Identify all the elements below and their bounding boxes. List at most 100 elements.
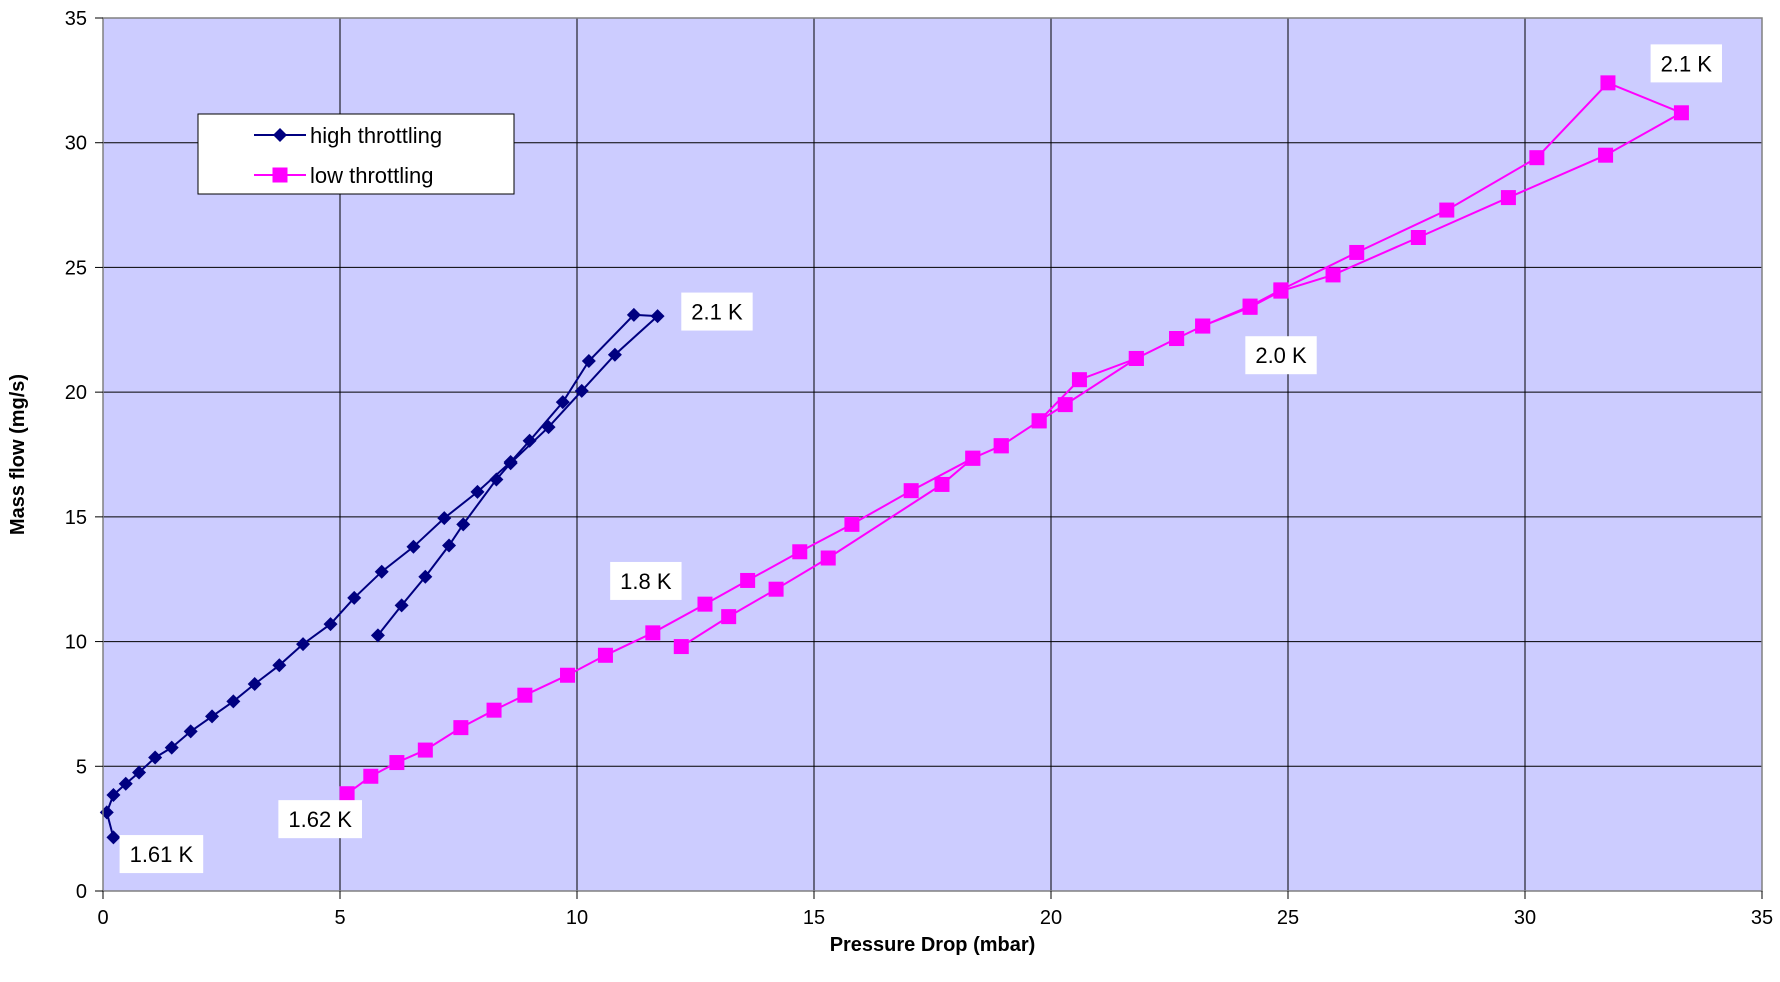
annotation-box bbox=[681, 292, 753, 331]
annotation-box bbox=[610, 561, 682, 600]
data-point bbox=[374, 564, 389, 579]
legend-entry: low throttling bbox=[254, 163, 434, 188]
data-point bbox=[247, 676, 262, 691]
annotation-label: 1.62 K bbox=[278, 800, 362, 839]
y-tick-label: 0 bbox=[76, 881, 87, 903]
data-point bbox=[1128, 350, 1144, 366]
legend: high throttling low throttling bbox=[197, 113, 515, 195]
data-point bbox=[820, 550, 836, 566]
data-point bbox=[1410, 229, 1426, 245]
annotation-box bbox=[1245, 336, 1317, 375]
data-point bbox=[993, 438, 1009, 454]
data-point bbox=[626, 307, 641, 322]
data-point bbox=[721, 609, 737, 625]
data-point bbox=[503, 456, 518, 471]
annotation-text: 1.61 K bbox=[130, 842, 194, 867]
data-point bbox=[1598, 147, 1614, 163]
data-point bbox=[1325, 267, 1341, 283]
x-tick-label: 10 bbox=[566, 907, 588, 929]
data-point bbox=[226, 694, 241, 709]
data-point bbox=[1600, 75, 1616, 91]
data-point bbox=[363, 768, 379, 784]
plot-border bbox=[102, 17, 1763, 892]
annotation-text: 2.1 K bbox=[1661, 51, 1713, 76]
data-point bbox=[1195, 318, 1211, 334]
y-tick-label: 35 bbox=[65, 8, 87, 30]
data-point bbox=[555, 395, 570, 410]
data-point bbox=[339, 786, 355, 802]
x-tick-label: 15 bbox=[803, 907, 825, 929]
data-point bbox=[489, 472, 504, 487]
annotation-label: 1.8 K bbox=[610, 561, 682, 600]
data-point bbox=[106, 787, 121, 802]
data-point bbox=[456, 517, 471, 532]
annotation-text: 2.0 K bbox=[1255, 343, 1307, 368]
x-tick-label: 20 bbox=[1040, 907, 1062, 929]
data-point bbox=[740, 572, 756, 588]
annotation-label: 2.1 K bbox=[1650, 44, 1722, 83]
data-point bbox=[418, 569, 433, 584]
data-point bbox=[118, 776, 133, 791]
data-point bbox=[1057, 397, 1073, 413]
data-point bbox=[164, 740, 179, 755]
legend-marker bbox=[273, 128, 287, 142]
data-point bbox=[437, 511, 452, 526]
data-point bbox=[1169, 331, 1185, 347]
data-point bbox=[148, 750, 163, 765]
data-point bbox=[1242, 299, 1258, 315]
data-point bbox=[406, 539, 421, 554]
legend-marker bbox=[272, 167, 288, 183]
data-point bbox=[607, 347, 622, 362]
annotation-label: 1.61 K bbox=[119, 835, 204, 874]
x-tick-label: 0 bbox=[97, 907, 108, 929]
data-point bbox=[1349, 244, 1365, 260]
data-point bbox=[394, 598, 409, 613]
data-point bbox=[106, 830, 121, 845]
y-tick-label: 5 bbox=[76, 756, 87, 778]
annotations: 1.61 K 1.62 K 1.8 K 2.0 K 2.1 K 2.1 K bbox=[119, 44, 1722, 874]
data-point bbox=[673, 639, 689, 655]
legend-label: low throttling bbox=[310, 163, 434, 188]
annotation-box bbox=[1650, 44, 1722, 83]
data-point bbox=[486, 702, 502, 718]
data-point bbox=[965, 450, 981, 466]
data-point bbox=[792, 544, 808, 560]
data-point bbox=[183, 724, 198, 739]
data-point bbox=[560, 667, 576, 683]
data-point bbox=[903, 483, 919, 499]
data-point bbox=[417, 742, 433, 758]
data-point bbox=[1071, 372, 1087, 388]
x-tick-label: 25 bbox=[1277, 907, 1299, 929]
data-point bbox=[453, 720, 469, 736]
annotation-box bbox=[119, 835, 204, 874]
legend-entry: high throttling bbox=[254, 123, 442, 148]
data-point bbox=[205, 709, 220, 724]
y-tick-label: 10 bbox=[65, 632, 87, 654]
data-point bbox=[768, 581, 784, 597]
data-point bbox=[645, 625, 661, 641]
x-tick-label: 5 bbox=[334, 907, 345, 929]
legend-label: high throttling bbox=[310, 123, 442, 148]
data-point bbox=[522, 433, 537, 448]
y-tick-label: 30 bbox=[65, 133, 87, 155]
data-point bbox=[574, 383, 589, 398]
data-point bbox=[442, 538, 457, 553]
data-point bbox=[296, 637, 311, 652]
data-point bbox=[347, 590, 362, 605]
data-point bbox=[1273, 283, 1289, 299]
series-1 bbox=[339, 75, 1689, 802]
legend-box bbox=[197, 113, 515, 195]
annotation-label: 2.1 K bbox=[681, 292, 753, 331]
data-point bbox=[1031, 413, 1047, 429]
data-point bbox=[581, 353, 596, 368]
data-point bbox=[597, 647, 613, 663]
data-point bbox=[1673, 105, 1689, 121]
y-axis-title: Mass flow (mg/s) bbox=[7, 374, 29, 535]
axes: 0 5 10 15 20 25 30 35 0 5 10 15 20 25 30 35 bbox=[65, 8, 1773, 929]
data-point bbox=[470, 484, 485, 499]
x-axis-title: Pressure Drop (mbar) bbox=[830, 934, 1036, 956]
annotation-text: 1.62 K bbox=[288, 807, 352, 832]
data-point bbox=[1439, 202, 1455, 218]
